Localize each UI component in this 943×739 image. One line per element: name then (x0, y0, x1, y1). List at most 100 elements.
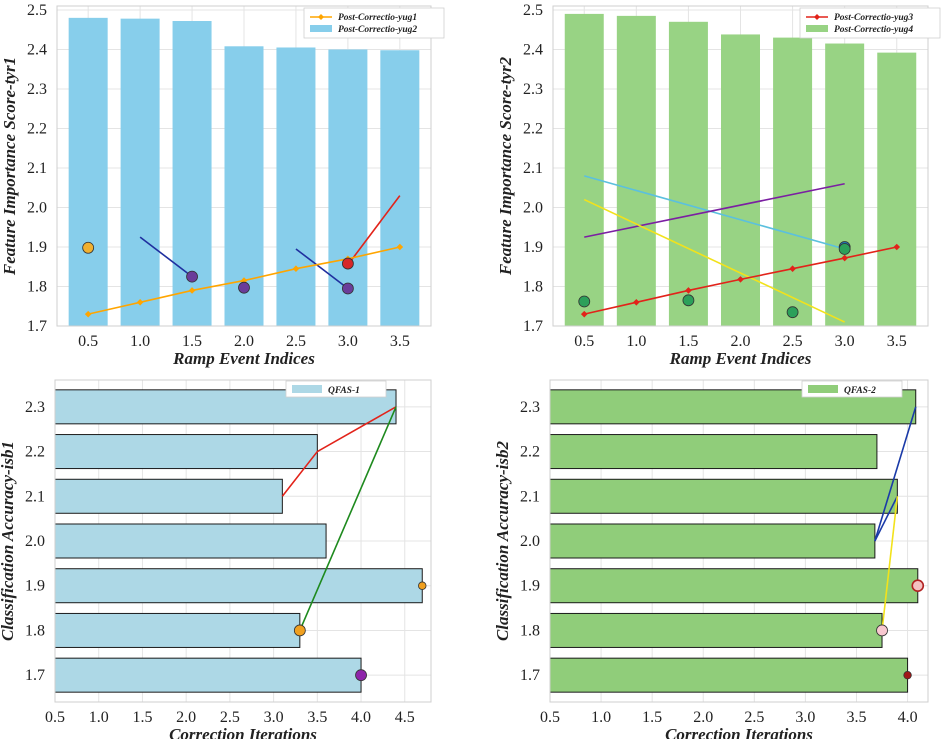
x-tick-label: 3.0 (835, 333, 855, 350)
y-tick-label: 1.7 (523, 318, 543, 335)
bar (549, 478, 898, 514)
y-tick-label: 1.8 (25, 622, 45, 639)
bar (549, 568, 919, 604)
legend: Post-Correctio-yug3 Post-Correctio-yug4 (799, 7, 941, 39)
y-tick-label: 2.3 (27, 81, 47, 98)
trend-segment (881, 496, 899, 631)
bar (120, 18, 160, 327)
y-tick-label: 2.3 (25, 399, 45, 416)
legend-bar-swatch (292, 385, 322, 393)
y-tick-label: 1.8 (27, 278, 47, 295)
series-marker (633, 298, 640, 306)
trend-segment (874, 406, 917, 542)
scatter-point (186, 270, 198, 283)
scatter-point (418, 581, 427, 590)
x-tick-label: 0.5 (574, 333, 594, 350)
trend-segment (299, 406, 397, 631)
bar (328, 49, 368, 327)
scatter-point (293, 624, 306, 637)
x-tick-label: 3.5 (846, 709, 866, 726)
x-tick-label: 3.0 (795, 709, 815, 726)
x-tick-label: 1.5 (642, 709, 662, 726)
x-tick-label: 1.0 (89, 709, 109, 726)
y-tick-label: 1.9 (27, 239, 47, 256)
y-tick-label: 1.8 (523, 278, 543, 295)
y-tick-label: 2.0 (25, 533, 45, 550)
bar (54, 478, 283, 514)
bar (549, 612, 883, 648)
series-marker (685, 287, 692, 294)
y-tick-label: 2.2 (27, 120, 47, 137)
scatter-point (876, 624, 888, 637)
x-tick-label: 1.5 (182, 333, 202, 350)
x-tick-label: 1.0 (591, 709, 611, 726)
x-tick-label: 2.0 (234, 333, 254, 350)
x-tick-label: 3.5 (887, 333, 907, 350)
y-axis-title: Classification Accuracy-isb2 (493, 440, 512, 641)
y-tick-label: 2.5 (523, 2, 543, 19)
y-axis-title: Feature Importance Score-tyr2 (496, 56, 515, 276)
x-tick-label: 2.5 (220, 709, 240, 726)
y-tick-label: 2.2 (25, 444, 45, 461)
scatter-point (341, 282, 354, 295)
series-marker (396, 243, 404, 251)
bar (773, 37, 813, 326)
series-marker (292, 265, 300, 273)
chart-bl: 1.7 1.8 1.9 2.0 2.1 2.2 2.3 0.5 1.0 1.5 2.0 2.5 3.0 3… (0, 379, 432, 739)
scatter-point (355, 669, 367, 682)
y-tick-label: 1.8 (520, 622, 540, 639)
legend-marker (318, 14, 324, 20)
y-tick-label: 2.4 (523, 41, 543, 58)
series-marker (737, 276, 744, 283)
x-axis-title: Correction Iterations (665, 725, 813, 739)
x-tick-label: 4.0 (898, 709, 918, 726)
x-axis-title: Ramp Event Indices (172, 349, 315, 368)
legend-bar-swatch (310, 25, 332, 32)
bar (54, 657, 362, 693)
bar (54, 434, 318, 470)
x-tick-label: 3.5 (307, 709, 327, 726)
bar (54, 612, 301, 648)
bar (549, 523, 876, 559)
scatter-point (578, 295, 591, 308)
x-axis-title: Ramp Event Indices (669, 349, 812, 368)
y-tick-label: 1.9 (523, 239, 543, 256)
scatter-point (786, 306, 799, 319)
x-axis-title: Correction Iterations (169, 725, 317, 739)
series-marker (893, 243, 901, 251)
plot-frame (56, 5, 432, 327)
scatter-point (82, 241, 95, 254)
legend-label: Post-Correctio-yug3 (834, 13, 913, 23)
x-tick-label: 1.5 (132, 709, 152, 726)
legend-label: QFAS-2 (844, 386, 876, 396)
x-tick-label: 2.0 (693, 709, 713, 726)
y-axis-title: Feature Importance Score-tyr1 (0, 57, 19, 276)
x-tick-label: 2.0 (731, 333, 751, 350)
series-marker (188, 287, 196, 294)
plot-frame (552, 5, 929, 327)
plot-frame (549, 379, 929, 703)
chart-tr: 1.7 1.8 1.9 2.0 2.1 2.2 2.3 2.4 2.5 0.5 1.0 1.5 2.0 2… (496, 2, 941, 368)
x-tick-label: 3.0 (338, 333, 358, 350)
y-tick-label: 2.1 (523, 160, 543, 177)
x-tick-label: 4.0 (351, 709, 371, 726)
x-tick-label: 3.5 (390, 333, 410, 350)
trend-segment (584, 175, 845, 250)
y-tick-label: 2.1 (27, 160, 47, 177)
scatter-point (911, 579, 925, 593)
y-tick-label: 1.7 (520, 667, 540, 684)
y-tick-label: 2.2 (520, 444, 540, 461)
y-tick-label: 2.3 (523, 81, 543, 98)
trend-segment (139, 236, 193, 278)
bar (276, 47, 316, 327)
x-tick-label: 0.5 (540, 709, 560, 726)
plot-frame (54, 379, 432, 703)
legend-marker (814, 14, 820, 20)
x-tick-label: 2.5 (783, 333, 803, 350)
y-tick-label: 1.9 (25, 578, 45, 595)
legend: QFAS-1 (285, 380, 387, 398)
y-tick-label: 2.1 (25, 488, 45, 505)
y-tick-label: 2.0 (523, 199, 543, 216)
bar (380, 50, 420, 326)
legend-box (799, 7, 941, 39)
